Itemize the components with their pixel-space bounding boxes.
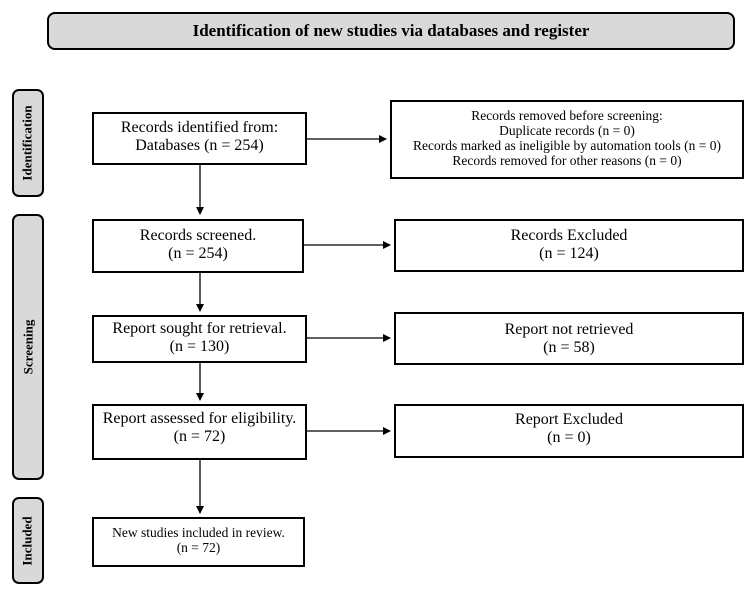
report-not-retrieved-box: Report not retrieved (n = 58) <box>394 312 744 365</box>
phase-screening: Screening <box>12 214 44 480</box>
report-assessed-box: Report assessed for eligibility. (n = 72… <box>92 404 307 460</box>
records-removed-line4: Records removed for other reasons (n = 0… <box>452 153 682 168</box>
records-screened-line1: Records screened. <box>139 227 257 244</box>
report-excluded-line2: (n = 0) <box>547 429 591 446</box>
studies-included-line2: (n = 72) <box>176 540 221 555</box>
report-excluded-line1: Report Excluded <box>515 411 623 428</box>
records-removed-line2: Duplicate records (n = 0) <box>499 123 635 138</box>
report-not-retrieved-line1: Report not retrieved <box>504 321 634 338</box>
records-removed-line3: Records marked as ineligible by automati… <box>413 138 721 153</box>
records-identified-line2: Databases (n = 254) <box>135 137 264 154</box>
records-identified-box: Records identified from: Databases (n = … <box>92 112 307 165</box>
report-assessed-line2: (n = 72) <box>173 428 226 445</box>
studies-included-line1: New studies included in review. <box>112 525 285 540</box>
report-assessed-line1: Report assessed for eligibility. <box>102 410 297 427</box>
phase-identification: Identification <box>12 89 44 197</box>
phase-included: Included <box>12 497 44 584</box>
records-screened-box: Records screened. (n = 254) <box>92 219 304 273</box>
report-excluded-box: Report Excluded (n = 0) <box>394 404 744 458</box>
report-sought-line2: (n = 130) <box>169 338 230 355</box>
records-excluded-box: Records Excluded (n = 124) <box>394 219 744 272</box>
diagram-header: Identification of new studies via databa… <box>47 12 735 50</box>
records-removed-box: Records removed before screening: Duplic… <box>390 100 744 179</box>
records-screened-line2: (n = 254) <box>168 245 228 262</box>
header-title: Identification of new studies via databa… <box>192 21 590 40</box>
report-sought-line1: Report sought for retrieval. <box>112 320 287 337</box>
records-excluded-line2: (n = 124) <box>539 245 599 262</box>
report-not-retrieved-line2: (n = 58) <box>543 339 595 356</box>
records-removed-line1: Records removed before screening: <box>471 108 663 123</box>
report-sought-box: Report sought for retrieval. (n = 130) <box>92 315 307 363</box>
records-excluded-line1: Records Excluded <box>510 227 628 244</box>
studies-included-box: New studies included in review. (n = 72) <box>92 517 305 567</box>
records-identified-line1: Records identified from: <box>120 119 279 136</box>
